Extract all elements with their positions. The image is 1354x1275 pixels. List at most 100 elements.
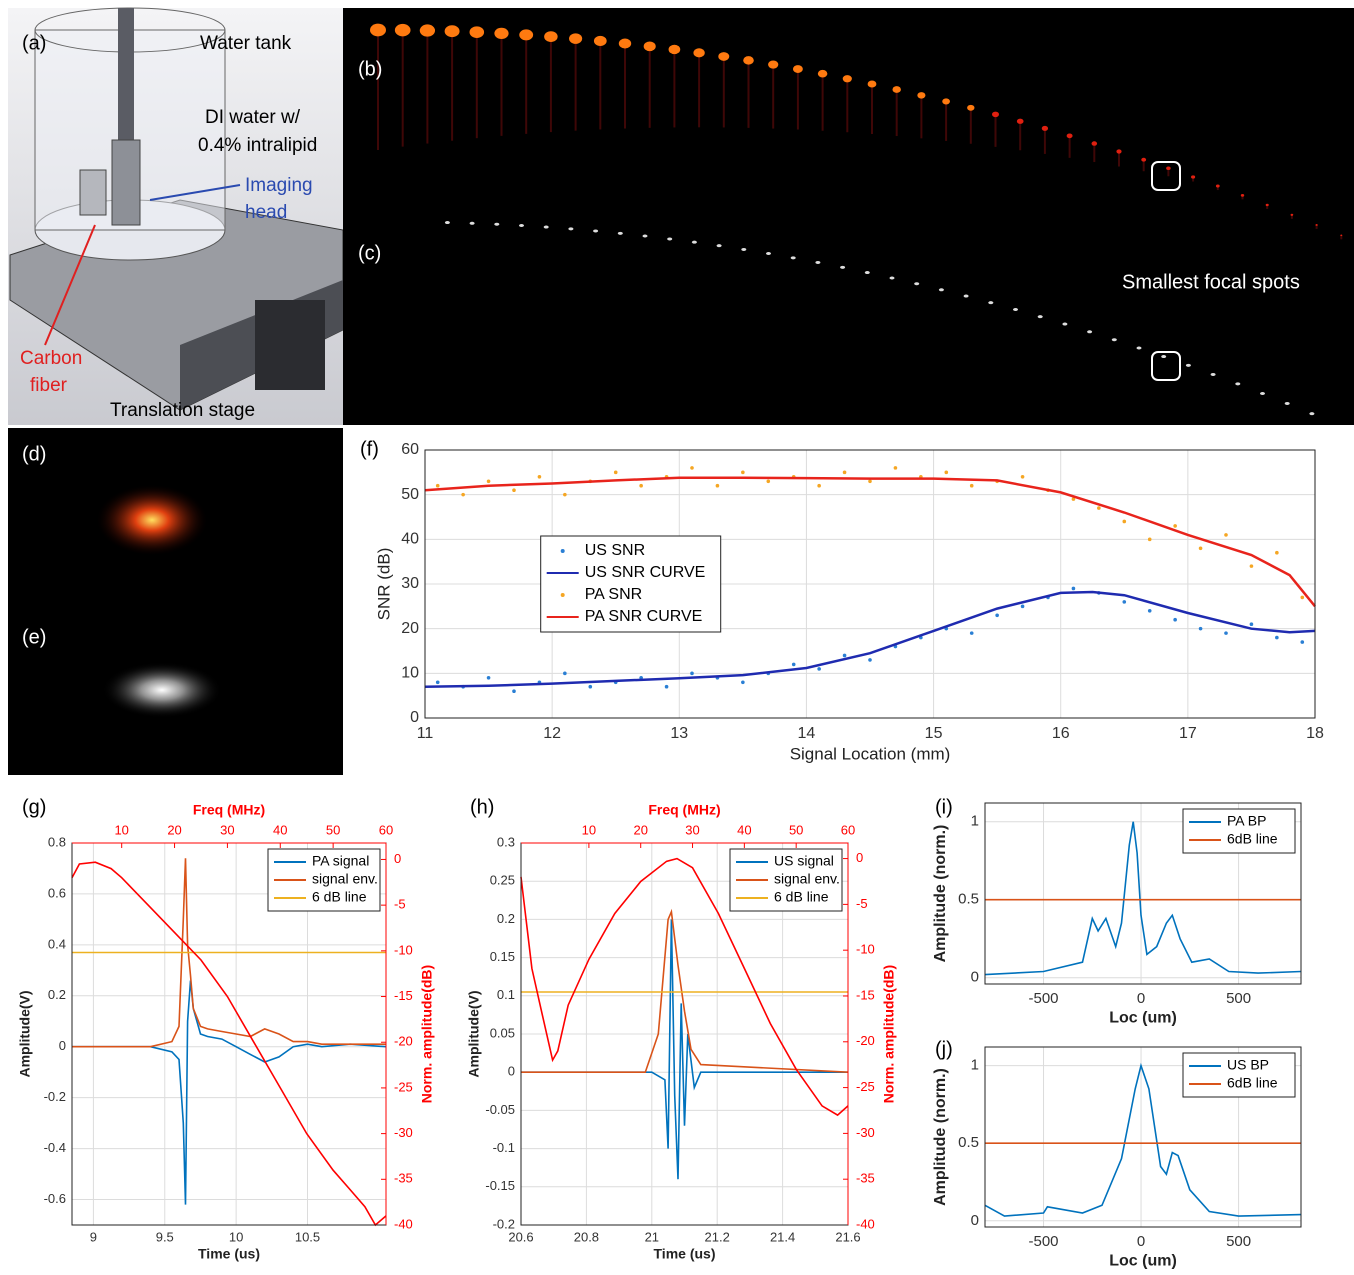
- y-tick-label: 0.6: [48, 885, 66, 900]
- spot: [1066, 133, 1073, 139]
- scatter-point: [817, 667, 821, 671]
- series-line: [520, 857, 849, 1117]
- y-tick-label: 10: [401, 665, 419, 682]
- legend-label: PA SNR: [585, 586, 643, 603]
- spot: [568, 227, 574, 231]
- y-tick-label: -0.6: [44, 1191, 66, 1206]
- legend-label: signal env.: [774, 871, 840, 887]
- y-axis-label: Amplitude(V): [17, 990, 33, 1077]
- scatter-point: [868, 658, 872, 662]
- panel-label: (g): [22, 796, 46, 818]
- y-axis-label: Amplitude (norm.): [932, 1068, 949, 1206]
- x2-tick-label: 20: [167, 822, 181, 837]
- panel-label: (a): [22, 32, 46, 54]
- spot: [1235, 382, 1241, 386]
- scatter-point: [1275, 635, 1279, 640]
- spot: [716, 244, 722, 248]
- x2-tick-label: 10: [114, 822, 128, 837]
- spot: [593, 35, 607, 47]
- spot: [444, 25, 460, 38]
- spot: [1013, 308, 1018, 311]
- y-tick-label: -0.1: [493, 1140, 515, 1155]
- x2-tick-label: 50: [789, 822, 803, 837]
- x-axis-label: Time (us): [654, 1246, 716, 1262]
- streak: [1192, 177, 1195, 182]
- x-tick-label: 20.6: [508, 1229, 533, 1244]
- spot: [988, 301, 994, 305]
- spot: [892, 86, 901, 93]
- spot: [469, 26, 485, 38]
- y2-tick-label: -40: [856, 1216, 875, 1231]
- spot: [519, 224, 524, 227]
- series-line: [521, 908, 849, 1073]
- y-axis-label: Amplitude (norm.): [932, 825, 949, 963]
- legend-label: 6dB line: [1227, 831, 1278, 847]
- scatter-point: [969, 483, 974, 488]
- spot: [1116, 149, 1122, 154]
- arrow-head: [149, 184, 241, 201]
- x-tick-label: 21.2: [705, 1229, 730, 1244]
- y-tick-label: -0.05: [485, 1102, 515, 1117]
- scatter-point: [1147, 609, 1152, 613]
- y2-tick-label: -30: [394, 1125, 413, 1140]
- series-line: [984, 1062, 1302, 1217]
- y2-tick-label: 0: [856, 850, 863, 865]
- x-tick-label: 21: [645, 1229, 659, 1244]
- legend-label: PA BP: [1227, 813, 1266, 829]
- plot-border: [424, 449, 1316, 719]
- spot: [1240, 194, 1245, 197]
- spot: [1037, 315, 1043, 319]
- spot: [967, 104, 975, 111]
- y2-axis-label: Norm. amplitude(dB): [881, 965, 897, 1103]
- x-tick-label: 14: [798, 725, 816, 742]
- legend-label: US signal: [774, 853, 834, 869]
- x-tick-label: 12: [543, 725, 561, 742]
- scatter-point: [537, 475, 542, 479]
- y-tick-label: 0.5: [958, 1134, 979, 1151]
- annotation: Translation stage: [110, 400, 255, 421]
- spot: [768, 60, 779, 69]
- y2-axis-label: Norm. amplitude(dB): [419, 965, 435, 1103]
- streak: [994, 114, 997, 147]
- scatter-point: [1224, 631, 1228, 635]
- spot: [593, 229, 599, 233]
- streak: [722, 56, 725, 128]
- streak: [1241, 195, 1244, 200]
- scatter-point: [1275, 550, 1279, 555]
- spot: [1161, 355, 1167, 359]
- spot: [642, 234, 648, 238]
- x-axis-label: Time (us): [198, 1246, 260, 1262]
- streak: [401, 30, 404, 147]
- spot: [1016, 118, 1024, 124]
- x-tick-label: 9.5: [156, 1229, 174, 1244]
- legend-label: 6 dB line: [774, 889, 829, 905]
- legend-key: [560, 549, 565, 553]
- y-tick-label: 60: [401, 441, 419, 458]
- panel-label: (h): [470, 796, 494, 818]
- x-tick-label: 0: [1137, 990, 1145, 1007]
- y-tick-label: 0: [971, 969, 979, 986]
- streak: [549, 36, 552, 133]
- spot: [1260, 392, 1265, 395]
- x-tick-label: 500: [1226, 1233, 1251, 1250]
- streak: [747, 60, 750, 128]
- spot: [1185, 363, 1191, 367]
- spot: [1340, 234, 1343, 237]
- spot: [917, 92, 926, 99]
- scatter-point: [1122, 600, 1127, 604]
- streak: [698, 52, 701, 128]
- streak: [475, 32, 478, 139]
- scatter-point: [1020, 475, 1025, 479]
- series-line: [424, 590, 1316, 688]
- scatter-point: [995, 613, 999, 618]
- scatter-point: [1071, 497, 1076, 501]
- y2-tick-label: -35: [856, 1171, 875, 1186]
- streak: [1216, 186, 1219, 191]
- spot: [741, 247, 747, 251]
- legend-label: US BP: [1227, 1057, 1269, 1073]
- scatter-point: [690, 671, 694, 676]
- x-tick-label: 18: [1306, 725, 1324, 742]
- legend-box: [1182, 808, 1296, 854]
- x2-tick-label: 60: [379, 822, 393, 837]
- streak: [451, 31, 454, 141]
